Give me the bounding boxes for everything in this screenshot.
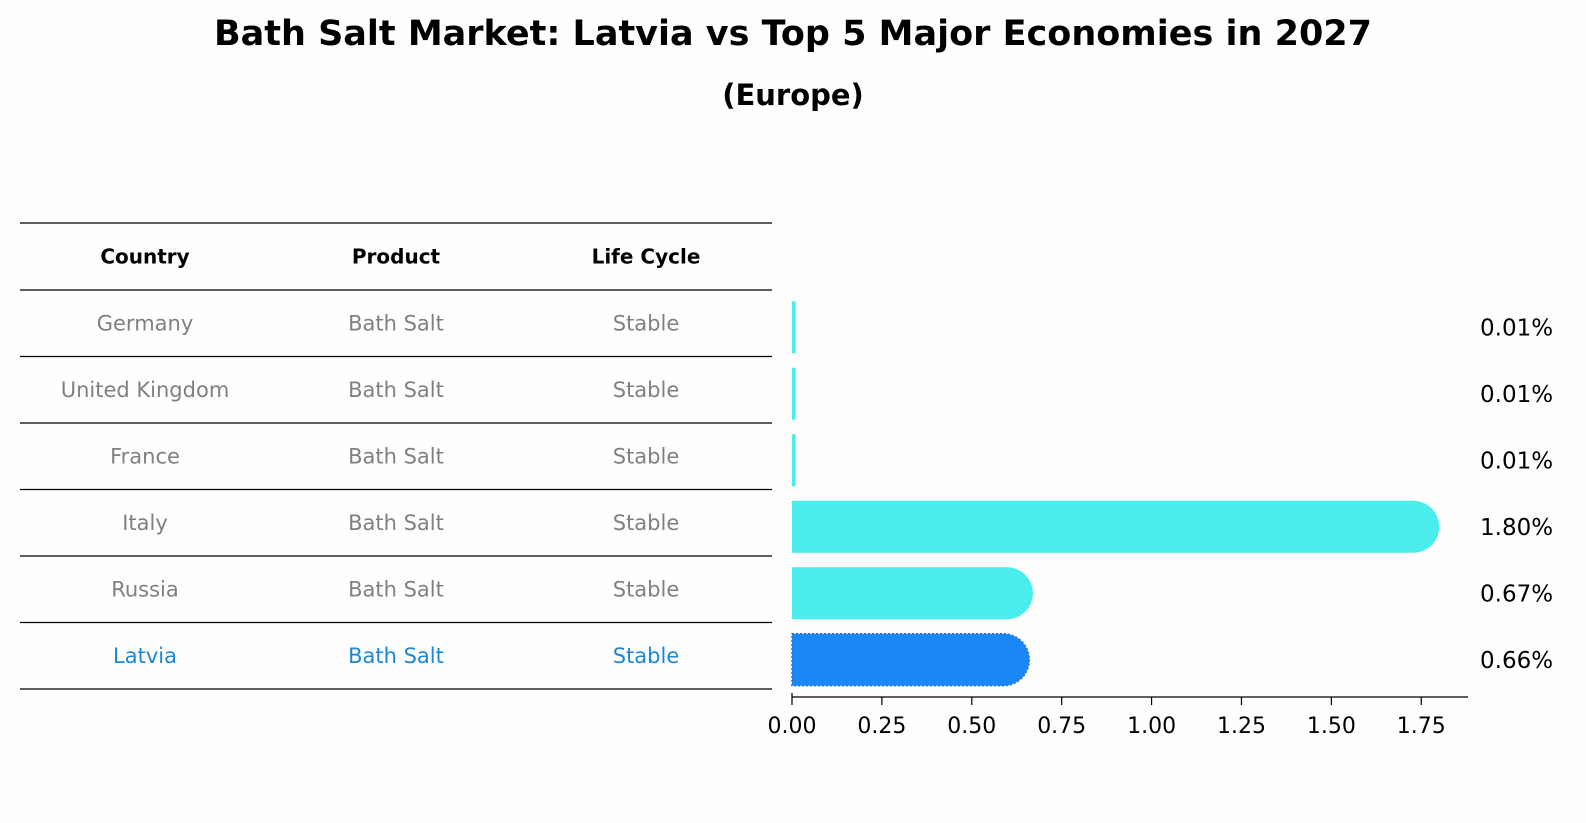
table-cell: Russia (111, 577, 179, 601)
value-label: 0.01% (1480, 382, 1553, 408)
table-cell: Italy (122, 511, 168, 535)
table-cell: Germany (97, 311, 194, 335)
x-tick-label: 1.00 (1127, 714, 1176, 739)
table-cell: France (110, 444, 180, 468)
table-header-0: Country (100, 245, 189, 269)
x-tick-label: 0.75 (1037, 714, 1086, 739)
value-label: 0.66% (1480, 648, 1553, 674)
table-cell: Bath Salt (348, 511, 444, 535)
x-tick-label: 0.25 (857, 714, 906, 739)
table-cell: Stable (613, 444, 680, 468)
table-cell: Bath Salt (348, 577, 444, 601)
bar-france (792, 434, 796, 487)
bar-highlight-outline (791, 633, 1031, 687)
chart-subtitle: (Europe) (722, 78, 864, 112)
value-label: 0.01% (1480, 448, 1553, 474)
x-tick-label: 1.25 (1217, 714, 1266, 739)
chart-title: Bath Salt Market: Latvia vs Top 5 Major … (213, 14, 1373, 54)
bar-latvia (792, 633, 1030, 686)
x-tick-label: 0.50 (947, 714, 996, 739)
table-cell: Stable (613, 378, 680, 402)
bar-russia (792, 567, 1033, 620)
value-label: 1.80% (1480, 515, 1553, 541)
table-cell: Bath Salt (348, 311, 444, 335)
bar-germany (792, 301, 796, 354)
table-cell: Bath Salt (348, 378, 444, 402)
value-label: 0.01% (1480, 315, 1553, 341)
table-cell: Stable (613, 311, 680, 335)
table-cell: Bath Salt (348, 444, 444, 468)
x-tick-label: 1.50 (1307, 714, 1356, 739)
table-cell: Stable (613, 577, 680, 601)
x-tick-label: 0.00 (768, 714, 817, 739)
table-cell: Stable (613, 511, 680, 535)
table-cell: Stable (613, 644, 680, 668)
x-tick-label: 1.75 (1397, 714, 1446, 739)
table-header-1: Product (352, 245, 441, 269)
bar-italy (792, 500, 1440, 553)
value-label: 0.67% (1480, 581, 1553, 607)
table-header-2: Life Cycle (592, 245, 701, 269)
table-cell: Latvia (113, 644, 177, 668)
table-cell: Bath Salt (348, 644, 444, 668)
bar-united-kingdom (792, 367, 796, 420)
table-cell: United Kingdom (61, 378, 230, 402)
